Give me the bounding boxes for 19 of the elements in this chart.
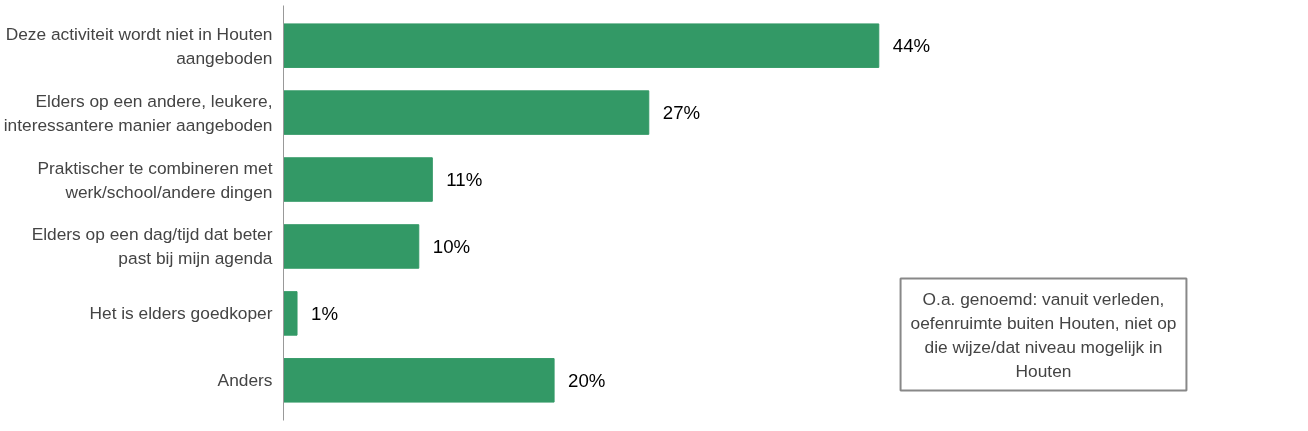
bar bbox=[283, 157, 433, 202]
y-tick-label: Het is elders goedkoper bbox=[89, 303, 273, 324]
bar bbox=[283, 291, 298, 336]
bar bbox=[283, 90, 650, 135]
y-tick-label: Elders op een andere, leukere, interessantere manier aangeboden bbox=[3, 90, 273, 135]
bar bbox=[283, 224, 420, 269]
bar bbox=[283, 358, 555, 403]
data-label: 10% bbox=[432, 235, 471, 257]
y-tick-label: Anders bbox=[217, 370, 273, 391]
y-tick-label: Praktischer te combineren met werk/school/andere dingen bbox=[37, 157, 273, 202]
text: O.a. genoemd: vanuit verleden, oefenruimte buiten Houten, niet op die wijze/dat niveau mogelijk in Houten bbox=[910, 288, 1177, 381]
data-label: 11% bbox=[446, 169, 483, 191]
bar bbox=[283, 23, 880, 68]
y-tick-label: Deze activiteit wordt niet in Houten aangeboden bbox=[5, 23, 273, 68]
y-tick-label: Elders op een dag/tijd dat beter past bij mijn agenda bbox=[31, 224, 273, 269]
data-label: 1% bbox=[311, 302, 338, 324]
data-label: 27% bbox=[662, 102, 701, 124]
data-label: 44% bbox=[892, 35, 931, 57]
data-label: 20% bbox=[568, 369, 606, 391]
